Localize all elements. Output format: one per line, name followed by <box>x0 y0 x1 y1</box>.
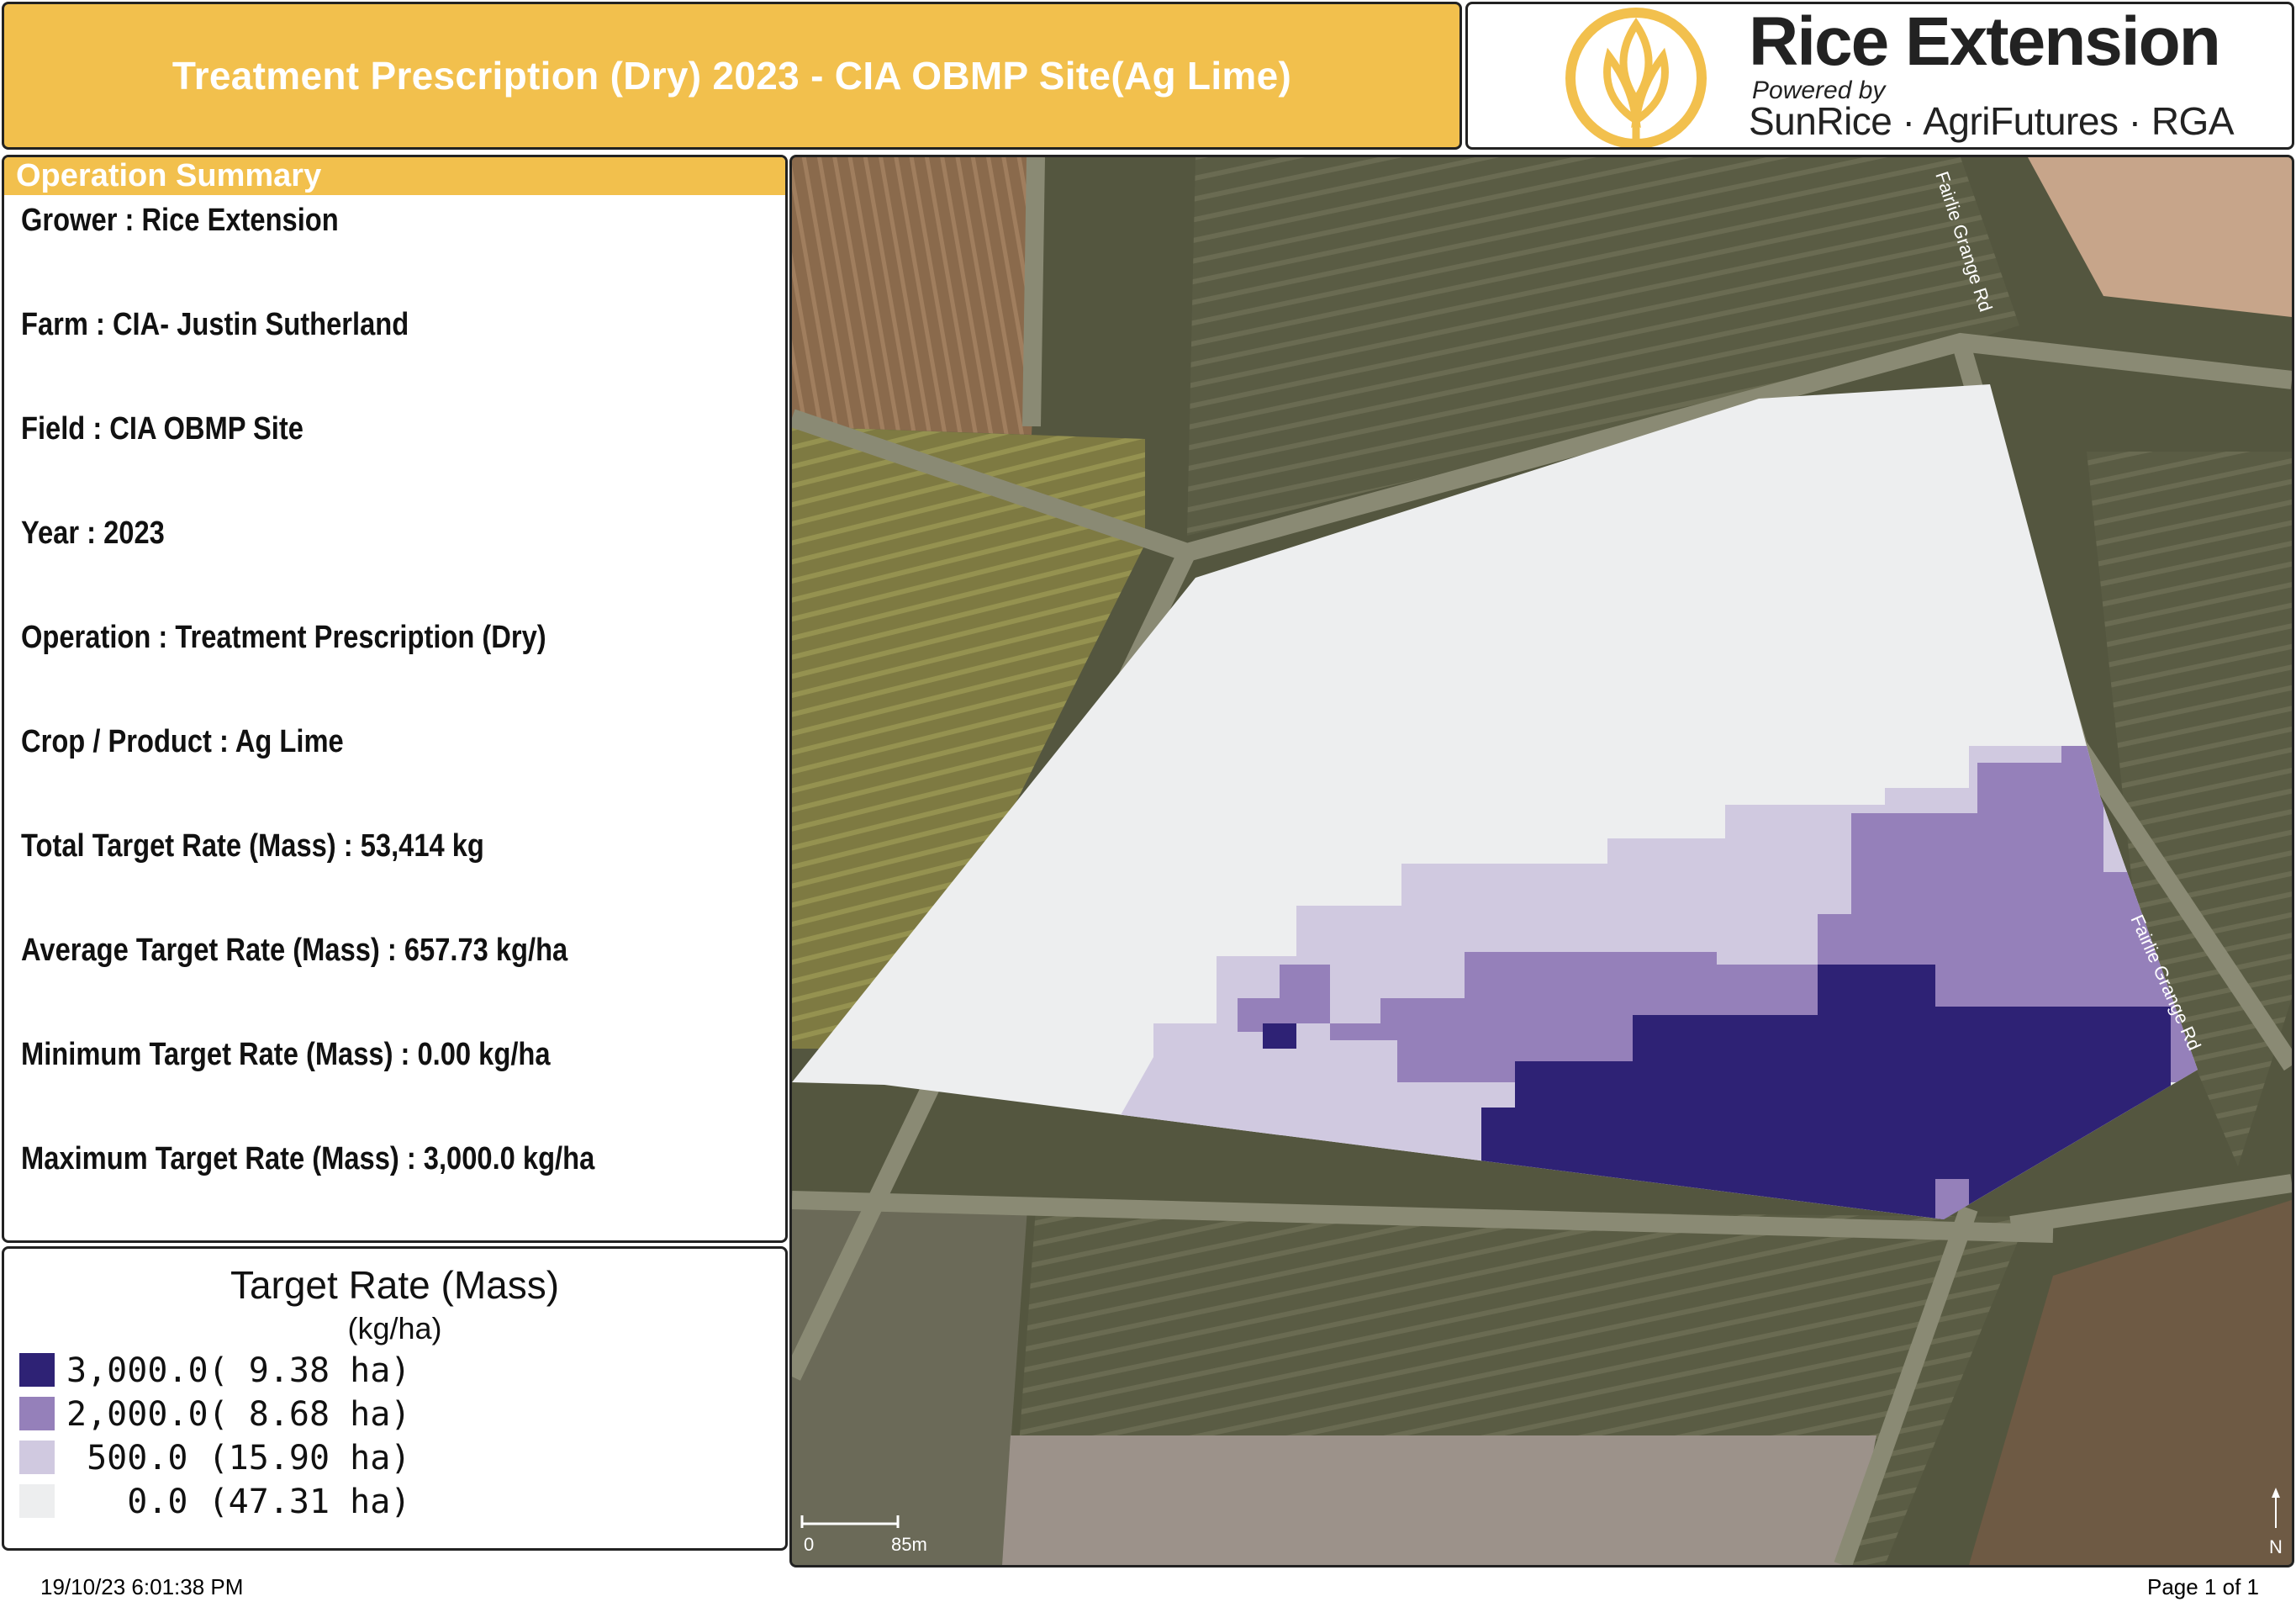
rice-grain-logo-icon <box>1565 8 1707 147</box>
legend-swatch-3000 <box>19 1353 55 1387</box>
summary-year: Year : 2023 <box>21 515 165 551</box>
print-timestamp: 19/10/23 6:01:38 PM <box>40 1574 244 1599</box>
zone-rate-3000[interactable] <box>1263 1023 1296 1049</box>
field-area <box>1002 1435 1876 1565</box>
zone-rate-2000[interactable] <box>1238 746 2292 1082</box>
prescription-map[interactable]: Fairlie Grange Rd Fairlie Grange Rd 0 85… <box>789 155 2294 1567</box>
scale-start: 0 <box>804 1534 814 1555</box>
summary-minimum-rate: Minimum Target Rate (Mass) : 0.00 kg/ha <box>21 1037 551 1072</box>
summary-total-rate: Total Target Rate (Mass) : 53,414 kg <box>21 828 484 864</box>
summary-field: Field : CIA OBMP Site <box>21 411 303 447</box>
brand-partners: SunRice · AgriFutures · RGA <box>1749 99 2235 143</box>
legend-label-3000: 3,000.0( 9.38 ha) <box>66 1351 411 1390</box>
legend-swatch-500 <box>19 1441 55 1474</box>
report-title: Treatment Prescription (Dry) 2023 - CIA … <box>172 54 1292 98</box>
legend-unit: (kg/ha) <box>347 1311 442 1345</box>
field-area <box>1187 157 2019 536</box>
summary-maximum-rate: Maximum Target Rate (Mass) : 3,000.0 kg/… <box>21 1141 595 1176</box>
north-arrow-icon: N <box>2269 1488 2283 1557</box>
legend-panel: Target Rate (Mass) (kg/ha) 3,000.0( 9.38… <box>2 1246 788 1551</box>
summary-operation: Operation : Treatment Prescription (Dry) <box>21 620 546 655</box>
field-area <box>792 426 1145 1049</box>
field-area <box>792 1200 1027 1565</box>
summary-average-rate: Average Target Rate (Mass) : 657.73 kg/h… <box>21 933 568 968</box>
page-number: Page 1 of 1 <box>2147 1574 2259 1599</box>
legend-swatch-0 <box>19 1484 55 1518</box>
field-area <box>2028 157 2292 317</box>
scale-bar: 0 85m <box>800 1515 927 1555</box>
title-banner: Treatment Prescription (Dry) 2023 - CIA … <box>2 2 1462 150</box>
field-area <box>792 157 1044 435</box>
scale-end: 85m <box>891 1534 927 1555</box>
operation-summary-heading: Operation Summary <box>4 157 785 195</box>
summary-product: Crop / Product : Ag Lime <box>21 724 344 759</box>
legend-label-500: 500.0 (15.90 ha) <box>66 1439 411 1478</box>
legend-label-0: 0.0 (47.31 ha) <box>66 1483 411 1521</box>
zone-rate-2000[interactable] <box>1935 1179 1969 1242</box>
zone-grid <box>1044 746 2292 1250</box>
operation-summary-panel: Operation Summary Grower : Rice Extensio… <box>2 155 788 1243</box>
brand-logo-box: Rice Extension Powered by SunRice · Agri… <box>1465 2 2294 150</box>
field-area <box>1969 1200 2292 1565</box>
legend-title: Target Rate (Mass) <box>230 1263 560 1307</box>
zone-rate-3000[interactable] <box>1481 965 2171 1250</box>
roads <box>792 157 2292 1565</box>
brand-powered-by: Powered by <box>1752 77 1886 104</box>
brand-name: Rice Extension <box>1749 3 2221 80</box>
north-label: N <box>2269 1536 2283 1557</box>
legend-label-2000: 2,000.0( 8.68 ha) <box>66 1395 411 1434</box>
summary-grower: Grower : Rice Extension <box>21 203 339 238</box>
legend-swatch-2000 <box>19 1397 55 1430</box>
summary-farm: Farm : CIA- Justin Sutherland <box>21 307 409 342</box>
map-canvas[interactable]: Fairlie Grange Rd Fairlie Grange Rd 0 85… <box>792 157 2292 1565</box>
